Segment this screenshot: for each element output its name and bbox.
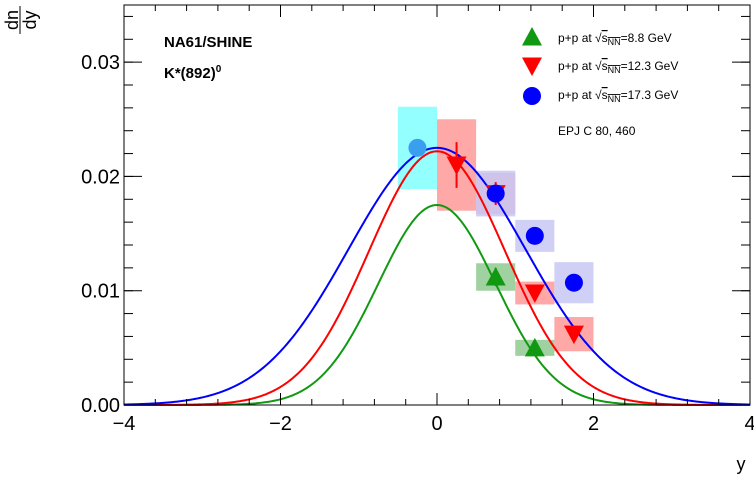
particle-label: K*(892)0: [164, 64, 222, 82]
data-point-s1-p0: [446, 156, 467, 175]
sqrt-sign: √: [595, 59, 602, 73]
triangle-down-icon: [522, 57, 542, 76]
sqrt-sign: √: [595, 88, 602, 102]
legend-label-12gev: p+p at √sNN=12.3 GeV: [558, 59, 678, 75]
legend-label-17gev: p+p at √sNN=17.3 GeV: [558, 88, 678, 104]
data-point-s2-p1: [525, 226, 544, 245]
collaboration-label: NA61/SHINE: [164, 34, 252, 51]
data-point-s2-p0: [486, 184, 505, 203]
x-tick-label-4: 4: [744, 413, 754, 435]
particle-name: K*(892): [164, 65, 216, 82]
axis-labels: y dn dy: [2, 6, 746, 474]
data-point-s2-p2: [564, 273, 583, 292]
x-axis-label: y: [737, 454, 746, 474]
data-point-s1-p2: [524, 284, 545, 303]
y-tick-label-1: 0.01: [81, 281, 120, 303]
y-tick-label-3: 0.03: [81, 52, 120, 74]
data-point-s0-p0: [485, 267, 506, 286]
legend-marker-17gev: [523, 87, 541, 105]
data-point-s3-p0: [408, 138, 427, 157]
legend-label-8gev: p+p at √sNN=8.8 GeV: [558, 31, 672, 47]
x-tick-label-1: −2: [269, 413, 292, 435]
legend: p+p at √sNN=8.8 GeV p+p at √sNN=12.3 GeV…: [522, 27, 678, 138]
legend-marker-12gev: [522, 57, 542, 76]
circle-icon: [523, 87, 541, 105]
fit-curve-s1: [124, 150, 750, 406]
sqrt-sign: √: [595, 31, 602, 45]
y-axis-label-numerator: dn: [2, 10, 22, 30]
y-tick-label-0: 0.00: [81, 395, 120, 417]
particle-charge: 0: [216, 64, 222, 75]
chart-title: NA61/SHINE K*(892)0: [164, 34, 252, 82]
x-tick-label-3: 2: [588, 413, 599, 435]
axis-ticks: −4 −2 0 2 4 0.00 0.01 0.02 0.03: [81, 5, 754, 435]
data-points: [408, 138, 584, 357]
y-tick-label-2: 0.02: [81, 166, 120, 188]
y-axis-label: dn dy: [2, 6, 40, 34]
y-axis-label-denominator: dy: [20, 10, 40, 29]
x-tick-label-0: −4: [113, 413, 136, 435]
x-tick-label-2: 0: [431, 413, 442, 435]
legend-marker-8gev: [522, 27, 542, 46]
fit-curve-s2: [123, 146, 751, 406]
data-point-s1-p3: [563, 325, 584, 345]
reference-label: EPJ C 80, 460: [558, 124, 636, 138]
fit-curve-s0: [124, 203, 750, 406]
data-point-s0-p1: [524, 337, 545, 357]
triangle-up-icon: [522, 27, 542, 46]
